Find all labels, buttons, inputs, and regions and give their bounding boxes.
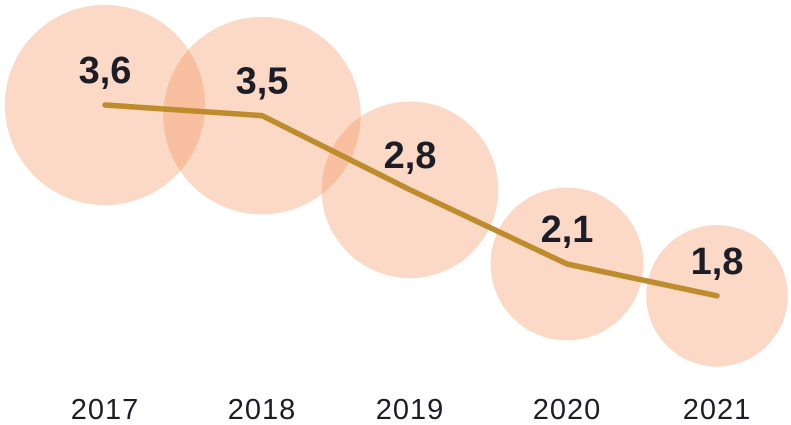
year-label-2017: 2017	[71, 394, 140, 425]
year-label-2018: 2018	[228, 394, 297, 425]
value-label-2017: 3,6	[79, 50, 132, 92]
value-label-2021: 1,8	[691, 241, 744, 283]
value-label-2018: 3,5	[236, 61, 289, 103]
year-label-2021: 2021	[683, 394, 752, 425]
year-label-group: 2017 2018 2019 2020 2021	[71, 394, 752, 425]
year-label-2019: 2019	[376, 394, 445, 425]
year-label-2020: 2020	[533, 394, 602, 425]
value-label-2020: 2,1	[541, 209, 594, 251]
value-label-2019: 2,8	[384, 135, 437, 177]
trend-line	[102, 102, 720, 299]
value-label-group: 3,6 3,5 2,8 2,1 1,8	[79, 50, 744, 283]
